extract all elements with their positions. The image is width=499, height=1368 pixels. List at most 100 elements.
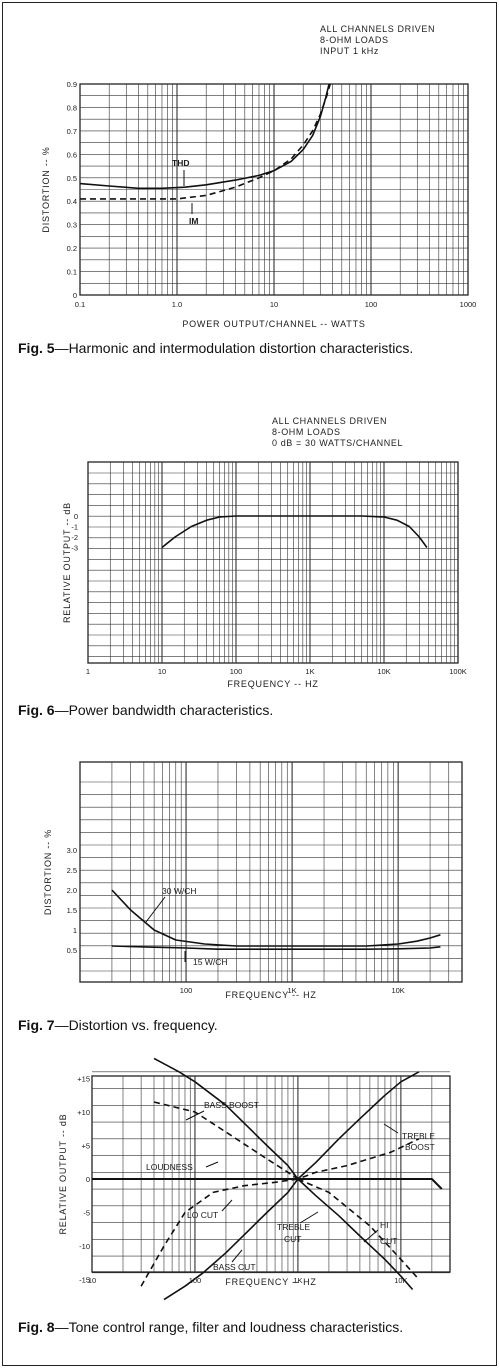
fig6-x-tick-label: 100K	[449, 667, 467, 676]
fig8-plot-border	[91, 1075, 451, 1273]
fig8-annotation-loudness-pointer	[205, 1161, 219, 1168]
fig8-y-tick-label: +5	[81, 1142, 90, 1151]
fig6-caption: Fig. 6—Power bandwidth characteristics.	[18, 702, 274, 718]
fig6-series-response	[161, 515, 428, 549]
fig8-annotation-treble-boost-1-pointer	[383, 1123, 399, 1134]
fig7-x-tick-label: 10K	[391, 986, 404, 995]
fig8-annotation-treble-cut-2: CUT	[284, 1234, 301, 1244]
fig6-note-2: 8-OHM LOADS	[272, 427, 341, 437]
fig7-y-axis-label: DISTORTION -- %	[43, 829, 53, 915]
fig7-caption-text: Distortion vs. frequency.	[68, 1017, 218, 1033]
fig6-y-tick-label: -2	[71, 533, 78, 542]
fig5-annotation-im: IM	[189, 216, 198, 226]
fig8-caption-text: Tone control range, filter and loudness …	[68, 1319, 404, 1335]
fig7-x-tick-label: 100	[180, 986, 193, 995]
fig7-annotation-30w-pointer	[145, 896, 166, 923]
fig6-x-tick-label: 10K	[377, 667, 390, 676]
fig5-y-tick-label: 0.5	[67, 174, 77, 183]
figure-5: ALL CHANNELS DRIVEN 8-OHM LOADS INPUT 1 …	[0, 0, 499, 380]
fig8-series-bass-cut	[163, 1178, 299, 1301]
fig8-annotation-treble-boost-2: BOOST	[405, 1142, 435, 1152]
fig7-y-tick-label: 2.0	[67, 886, 77, 895]
fig8-x-tick-label: 1K	[293, 1276, 302, 1285]
fig8-annotation-bass-cut-pointer	[231, 1249, 243, 1263]
fig5-note-2: 8-OHM LOADS	[320, 35, 389, 45]
fig7-y-tick-label: 3.0	[67, 846, 77, 855]
fig8-annotation-lo-cut: LO CUT	[187, 1210, 218, 1220]
fig8-series-treble-cut	[297, 1178, 414, 1291]
fig7-x-axis-label: FREQUENCY -- HZ	[225, 990, 316, 1000]
fig8-annotation-hi-cut-1-pointer	[363, 1229, 379, 1243]
fig5-y-tick-label: 0.4	[67, 197, 77, 206]
fig5-note-3: INPUT 1 kHz	[320, 46, 379, 56]
fig7-caption: Fig. 7—Distortion vs. frequency.	[18, 1017, 218, 1033]
fig5-caption-label: Fig. 5	[18, 340, 55, 356]
fig6-x-tick-label: 1K	[305, 667, 314, 676]
fig8-annotation-treble-cut-1-pointer	[299, 1211, 319, 1224]
fig8-series-flat	[92, 1178, 443, 1190]
fig5-x-axis-label: POWER OUTPUT/CHANNEL -- WATTS	[182, 319, 365, 329]
fig8-caption-label: Fig. 8	[18, 1319, 55, 1335]
fig8-y-tick-label: 0	[86, 1175, 90, 1184]
fig7-series-30-w-ch	[111, 889, 441, 947]
fig6-y-tick-label: -1	[71, 523, 78, 532]
fig6-x-tick-label: 10	[158, 667, 166, 676]
fig8-x-axis-label: FREQUENCY -- HZ	[225, 1277, 316, 1287]
fig6-x-axis-label: FREQUENCY -- HZ	[227, 679, 318, 689]
fig8-y-tick-label: -5	[83, 1209, 90, 1218]
fig5-y-tick-label: 0.1	[67, 268, 77, 277]
fig7-y-tick-label: 2.5	[67, 866, 77, 875]
fig7-x-tick-label: 1K	[288, 986, 297, 995]
fig8-series-lo-cut	[140, 1178, 299, 1287]
fig5-x-tick-label: 1.0	[172, 300, 182, 309]
fig8-series-hi-cut	[297, 1178, 420, 1281]
fig6-note-3: 0 dB = 30 WATTS/CHANNEL	[272, 438, 404, 448]
fig8-annotation-bass-boost: BASS BOOST	[204, 1100, 259, 1110]
fig5-y-tick-label: 0	[73, 291, 77, 300]
fig7-y-tick-label: 1.5	[67, 906, 77, 915]
fig5-y-tick-label: 0.8	[67, 103, 77, 112]
fig6-x-tick-label: 100	[230, 667, 243, 676]
fig8-annotation-hi-cut-1: HI	[380, 1220, 389, 1230]
fig7-annotation-30w: 30 W/CH	[162, 886, 196, 896]
fig7-y-tick-label: 0.5	[67, 946, 77, 955]
fig8-y-tick-label: -10	[79, 1242, 90, 1251]
fig5-x-tick-label: 1000	[460, 300, 477, 309]
fig5-caption: Fig. 5—Harmonic and intermodulation dist…	[18, 340, 414, 356]
fig8-annotation-bass-boost-pointer	[185, 1110, 205, 1121]
fig5-caption-text: Harmonic and intermodulation distortion …	[68, 340, 414, 356]
fig8-annotation-lo-cut-pointer	[221, 1199, 233, 1212]
fig7-series-15-w-ch	[111, 945, 441, 950]
fig7-caption-label: Fig. 7	[18, 1017, 55, 1033]
fig6-y-tick-label: 0	[74, 512, 78, 521]
fig5-annotation-thd: THD	[172, 158, 189, 168]
fig6-y-tick-label: -3	[71, 544, 78, 553]
fig5-y-tick-label: 0.7	[67, 127, 77, 136]
fig5-x-tick-label: 10	[270, 300, 278, 309]
fig5-x-tick-label: 100	[365, 300, 378, 309]
fig8-x-tick-label: 10K	[394, 1276, 407, 1285]
fig6-caption-label: Fig. 6	[18, 702, 55, 718]
fig5-x-tick-label: 0.1	[75, 300, 85, 309]
fig6-notes: ALL CHANNELS DRIVEN 8-OHM LOADS 0 dB = 3…	[272, 416, 403, 449]
fig6-x-tick-label: 1	[86, 667, 90, 676]
fig8-annotation-hi-cut-2: CUT	[380, 1236, 397, 1246]
fig8-caption: Fig. 8—Tone control range, filter and lo…	[18, 1319, 404, 1335]
fig7-annotation-15w: 15 W/CH	[193, 957, 227, 967]
fig5-series-thd	[79, 83, 330, 190]
fig7-plot-border	[79, 761, 463, 983]
fig8-y-tick-label: -15	[79, 1276, 90, 1285]
fig5-y-axis-label: DISTORTION -- %	[41, 146, 51, 232]
fig5-y-tick-label: 0.6	[67, 150, 77, 159]
fig8-annotation-treble-boost-1: TREBLE	[402, 1131, 435, 1141]
fig8-y-tick-label: +15	[77, 1075, 90, 1084]
fig5-y-tick-label: 0.2	[67, 244, 77, 253]
fig8-series-treble-boost	[297, 1071, 420, 1180]
fig8-x-tick-label: 100	[189, 1276, 202, 1285]
fig5-y-tick-label: 0.3	[67, 221, 77, 230]
fig6-note-1: ALL CHANNELS DRIVEN	[272, 416, 388, 426]
